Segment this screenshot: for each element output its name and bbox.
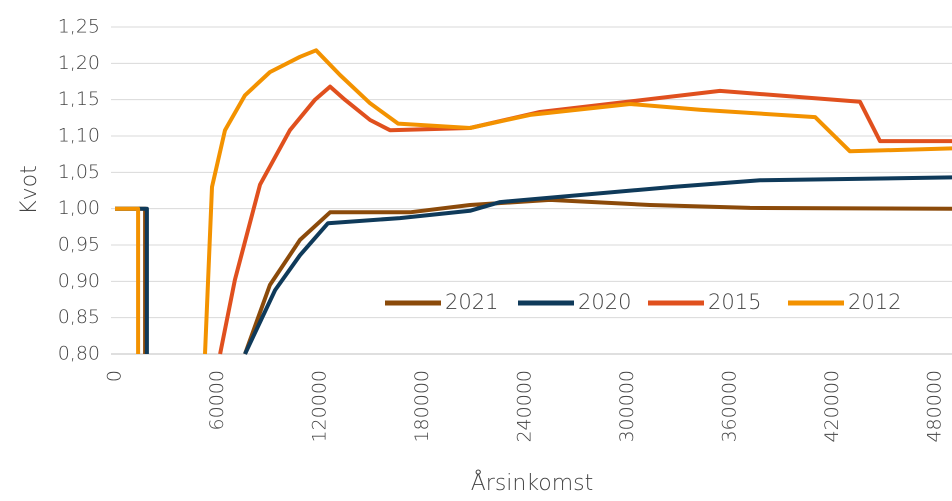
- legend-label: 2020: [578, 290, 631, 314]
- plot-area: [115, 48, 952, 355]
- x-tick-label: 420000: [821, 370, 843, 443]
- y-tick-label: 1,15: [58, 88, 100, 110]
- x-tick-label: 60000: [206, 370, 228, 430]
- y-tick-label: 1,05: [58, 161, 100, 183]
- x-axis-label: Årsinkomst: [471, 470, 594, 496]
- legend-label: 2012: [848, 290, 901, 314]
- y-tick-label: 0,95: [58, 234, 100, 256]
- x-tick-label: 480000: [924, 370, 946, 443]
- x-tick-label: 300000: [616, 370, 638, 443]
- legend-label: 2015: [708, 290, 761, 314]
- x-tick-label: 120000: [309, 370, 331, 443]
- x-tick-label: 360000: [719, 370, 741, 443]
- x-tick-label: 0: [104, 370, 126, 382]
- y-tick-label: 1,20: [58, 52, 100, 74]
- data-line: [115, 48, 952, 355]
- legend-label: 2021: [445, 290, 498, 314]
- data-line: [218, 84, 952, 355]
- x-tick-label: 240000: [514, 370, 536, 443]
- y-tick-label: 1,00: [58, 197, 100, 219]
- y-tick-label: 1,25: [58, 16, 100, 38]
- y-tick-label: 1,10: [58, 125, 100, 147]
- x-tick-label: 180000: [411, 370, 433, 443]
- y-tick-label: 0,85: [58, 306, 100, 328]
- y-axis-label: Kvot: [17, 165, 42, 215]
- y-tick-label: 0,80: [58, 343, 100, 365]
- y-tick-label: 0,90: [58, 270, 100, 292]
- data-line: [115, 197, 952, 355]
